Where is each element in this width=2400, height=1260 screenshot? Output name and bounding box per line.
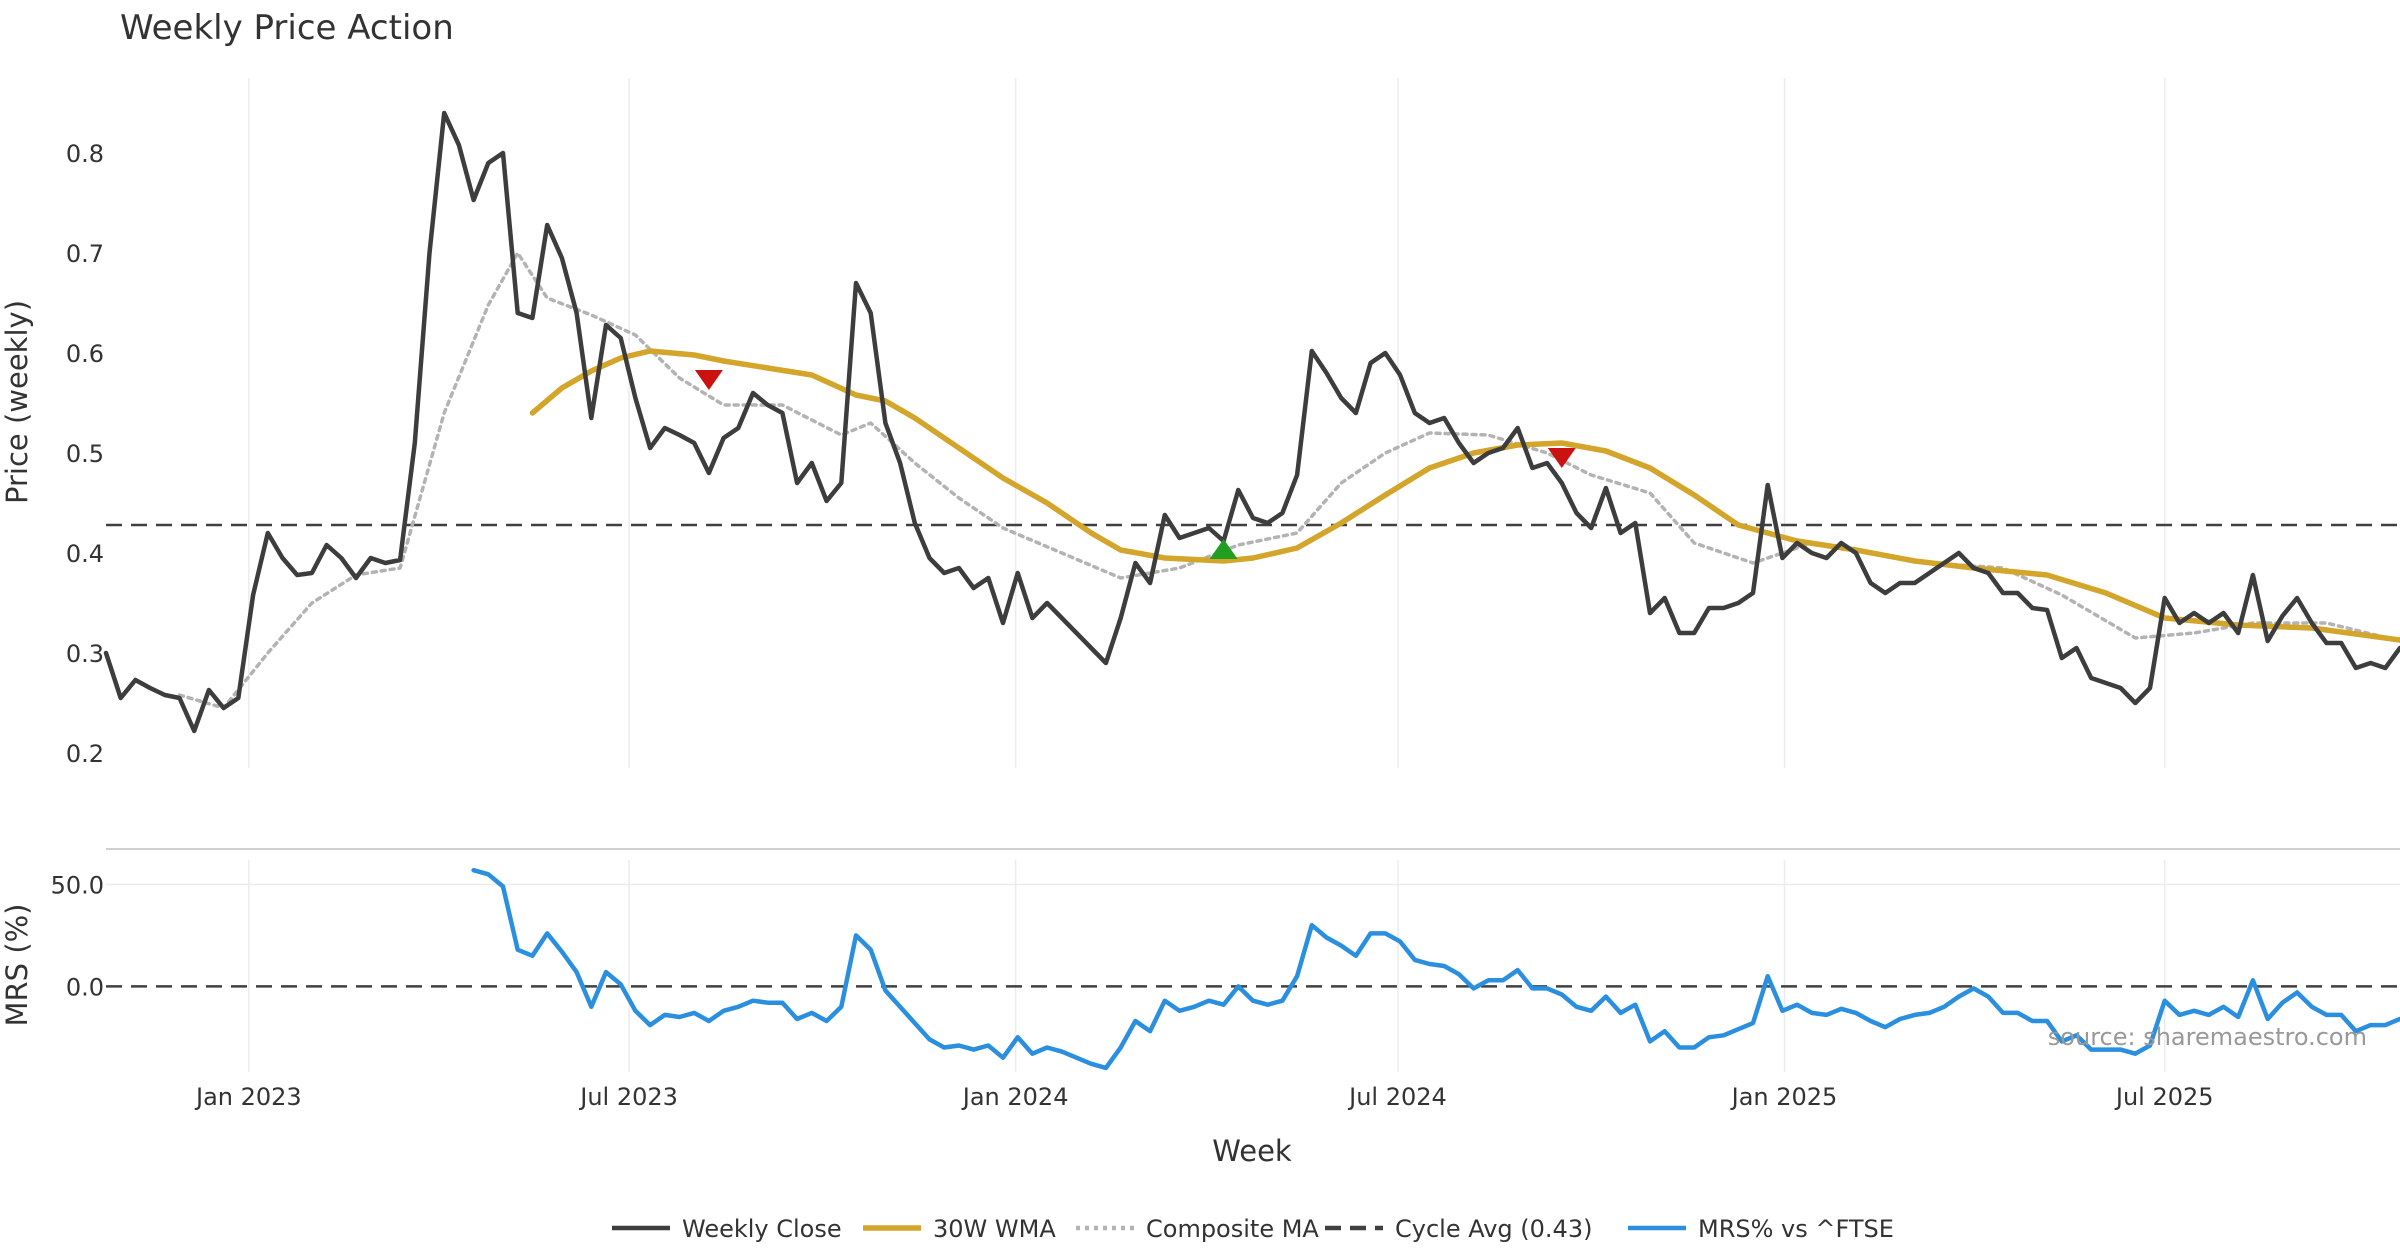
x-tick-label: Jan 2025: [1730, 1083, 1838, 1111]
sell-signal-marker: [1547, 448, 1576, 468]
mrs-y-tick-label: 0.0: [66, 973, 104, 1001]
legend-label-composite: Composite MA: [1146, 1215, 1319, 1243]
price-signals: [694, 370, 1576, 559]
x-axis-label: Week: [1212, 1134, 1292, 1168]
price-y-tick-label: 0.2: [66, 740, 104, 768]
composite-series-line: [177, 251, 2400, 710]
mrs-lines: [106, 867, 2400, 1071]
x-tick-label: Jan 2024: [961, 1083, 1069, 1111]
close-series-line: [103, 110, 2400, 734]
mrs-series-line: [471, 867, 2400, 1071]
price-y-tick-label: 0.7: [66, 240, 104, 268]
price-y-tick-label: 0.5: [66, 440, 104, 468]
mrs-y-tick-label: 50.0: [51, 871, 104, 899]
price-y-tick-label: 0.8: [66, 140, 104, 168]
source-attribution: source: sharemaestro.com: [2048, 1023, 2367, 1051]
price-lines: [103, 110, 2400, 734]
x-tick-label: Jan 2023: [194, 1083, 302, 1111]
price-y-axis-label: Price (weekly): [0, 300, 34, 504]
chart-title: Weekly Price Action: [120, 8, 454, 48]
x-axis-ticks: Jan 2023 Jul 2023 Jan 2024 Jul 2024 Jan 2025…: [194, 1083, 2214, 1111]
mrs-y-ticks: 50.0 0.0: [51, 871, 104, 1001]
sell-signal-marker: [694, 370, 723, 390]
mrs-y-axis-label: MRS (%): [0, 904, 34, 1027]
legend-label-wma: 30W WMA: [933, 1215, 1056, 1243]
wma-series-line: [529, 348, 2400, 643]
x-tick-label: Jul 2024: [1347, 1083, 1447, 1111]
legend-label-mrs: MRS% vs ^FTSE: [1698, 1215, 1894, 1243]
price-y-tick-label: 0.6: [66, 340, 104, 368]
x-tick-label: Jul 2023: [578, 1083, 678, 1111]
legend: Weekly Close 30W WMA Composite MA Cycle Avg…: [612, 1215, 1894, 1243]
price-y-ticks: 0.2 0.3 0.4 0.5 0.6 0.7 0.8: [66, 140, 104, 768]
price-grid: [248, 78, 2166, 768]
price-y-tick-label: 0.3: [66, 640, 104, 668]
buy-signal-marker: [1209, 539, 1238, 559]
x-tick-label: Jul 2025: [2114, 1083, 2214, 1111]
price-y-tick-label: 0.4: [66, 540, 104, 568]
legend-label-close: Weekly Close: [682, 1215, 842, 1243]
legend-label-cycle: Cycle Avg (0.43): [1395, 1215, 1592, 1243]
